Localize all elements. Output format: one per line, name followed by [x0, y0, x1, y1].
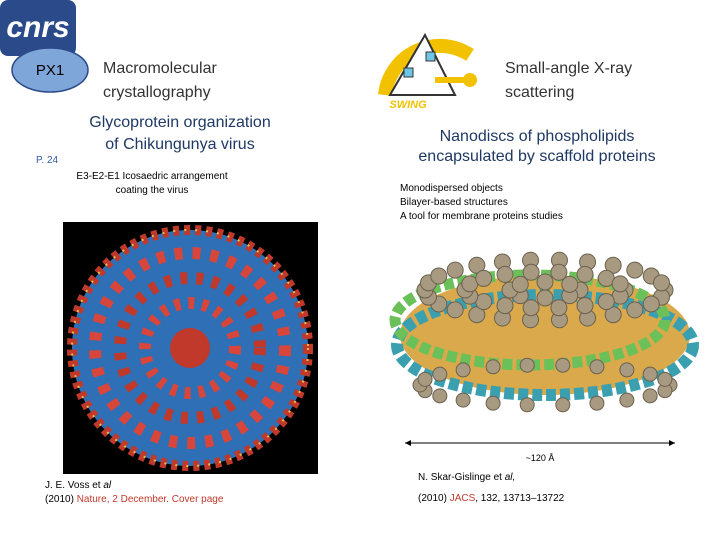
lipid-sphere — [550, 263, 568, 281]
lipid-sphere — [430, 267, 448, 285]
lipid-sphere — [626, 261, 644, 279]
swing-label: SWING — [389, 99, 427, 111]
title: encapsulated by scaffold proteins — [418, 148, 655, 165]
heading: crystallography — [103, 84, 211, 101]
ref-authors: J. E. Voss et — [45, 480, 103, 491]
lipid-sphere — [550, 299, 568, 317]
heading: Small-angle X-ray — [505, 60, 632, 77]
lipid-sphere — [611, 275, 629, 293]
lipid-sphere — [468, 306, 486, 324]
lipid-sphere — [653, 274, 671, 292]
reference: (2010) Nature, 2 December. Cover page — [45, 494, 224, 505]
lipid-sphere — [475, 269, 493, 287]
lipid-sphere — [597, 293, 615, 311]
ref-authors-italic: al, — [505, 472, 516, 483]
heading: Macromolecular — [103, 60, 217, 77]
ref-year: (2010) — [45, 494, 77, 505]
lipid-sphere — [522, 263, 540, 281]
lipid-sphere — [446, 261, 464, 279]
lipid-sphere — [589, 395, 605, 411]
lipid-sphere — [619, 362, 635, 378]
lipid-sphere — [468, 256, 486, 274]
ref-journal: Nature, 2 December. Cover page — [77, 494, 224, 505]
heading: scattering — [505, 84, 574, 101]
lipid-sphere — [455, 392, 471, 408]
lipid-sphere — [576, 265, 594, 283]
lipid-sphere — [604, 306, 622, 324]
nanodisc-image — [389, 251, 699, 413]
px1-badge — [11, 47, 89, 93]
lipid-sphere — [485, 395, 501, 411]
reference: N. Skar-Gislinge et al, — [418, 472, 515, 483]
cnrs-logo: cnrs — [0, 0, 76, 56]
ref-journal: JACS — [450, 493, 476, 504]
lipid-sphere — [432, 366, 448, 382]
lipid-sphere — [496, 297, 514, 315]
lipid-sphere — [511, 275, 529, 293]
arrowhead — [669, 440, 675, 446]
lipid-sphere — [604, 256, 622, 274]
lipid-sphere — [657, 371, 673, 387]
lipid-sphere — [589, 359, 605, 375]
lipid-sphere — [642, 366, 658, 382]
bullet: Bilayer-based structures — [400, 197, 508, 208]
lipid-sphere — [555, 397, 571, 413]
ref-details: , 132, 13713–13722 — [475, 493, 564, 504]
lipid-sphere — [417, 371, 433, 387]
virus-image — [63, 222, 318, 474]
reference: J. E. Voss et al — [45, 480, 112, 491]
lipid-sphere — [519, 357, 535, 373]
lipid-sphere — [485, 359, 501, 375]
lipid-sphere — [446, 301, 464, 319]
bullet: A tool for membrane proteins studies — [400, 211, 563, 222]
lipid-sphere — [576, 297, 594, 315]
ref-authors-italic: al — [103, 480, 112, 491]
lipid-sphere — [626, 301, 644, 319]
lipid-sphere — [619, 392, 635, 408]
caption: coating the virus — [116, 185, 189, 196]
lipid-sphere — [455, 362, 471, 378]
lipid-sphere — [536, 273, 554, 291]
lipid-sphere — [555, 357, 571, 373]
lipid-sphere — [432, 388, 448, 404]
ref-year: (2010) — [418, 493, 450, 504]
title: of Chikungunya virus — [105, 136, 254, 153]
scale-label: ~120 Å — [526, 453, 555, 463]
lipid-sphere — [496, 265, 514, 283]
title: Glycoprotein organization — [89, 114, 270, 131]
lipid-sphere — [642, 388, 658, 404]
lipid-sphere — [522, 299, 540, 317]
swing-logo: SWING — [378, 32, 477, 111]
logo-text: cnrs — [6, 11, 69, 44]
reference: (2010) JACS, 132, 13713–13722 — [418, 493, 565, 504]
arrowhead — [405, 440, 411, 446]
lipid-sphere — [561, 275, 579, 293]
lipid-sphere — [519, 397, 535, 413]
badge-text: PX1 — [36, 62, 64, 79]
lipid-sphere — [642, 295, 660, 313]
ref-authors: N. Skar-Gislinge et — [418, 472, 505, 483]
bullet: Monodispersed objects — [400, 183, 503, 194]
page-ref: P. 24 — [36, 155, 58, 166]
caption: E3-E2-E1 Icosaedric arrangement — [76, 171, 227, 182]
lipid-sphere — [536, 289, 554, 307]
title: Nanodiscs of phospholipids — [440, 128, 635, 145]
